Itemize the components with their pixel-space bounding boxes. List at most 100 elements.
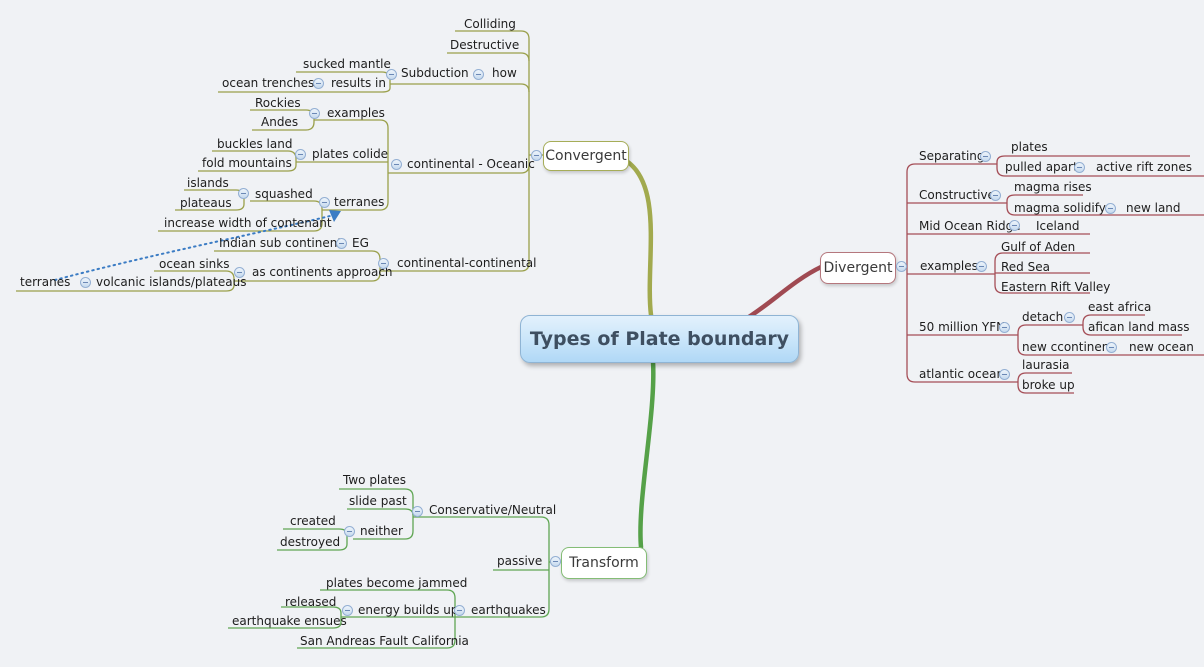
topic-indian-sub-continent[interactable]: Indian sub continent (219, 236, 343, 250)
topic-slide-past[interactable]: slide past (349, 494, 407, 508)
topic-iceland[interactable]: Iceland (1036, 219, 1080, 233)
collapse-minus-icon[interactable] (386, 69, 397, 80)
topic-gulf-of-aden[interactable]: Gulf of Aden (1001, 240, 1076, 254)
topic-plates-colide[interactable]: plates colide (312, 147, 389, 161)
topic-constructive[interactable]: Constructive (919, 188, 995, 202)
topic-active-rift-zones[interactable]: active rift zones (1096, 160, 1192, 174)
topic-subduction[interactable]: Subduction (401, 66, 469, 80)
topic-rockies[interactable]: Rockies (255, 96, 301, 110)
collapse-minus-icon[interactable] (990, 190, 1001, 201)
collapse-minus-icon[interactable] (999, 322, 1010, 333)
topic-afican-land-mass[interactable]: afican land mass (1088, 320, 1190, 334)
topic-transform[interactable]: Transform (561, 547, 647, 579)
topic-new-ccontinent[interactable]: new ccontinent (1022, 340, 1115, 354)
topic-ocean-trenches[interactable]: ocean trenches (222, 76, 315, 90)
topic-earthquake-ensues[interactable]: earthquake ensues (232, 614, 347, 628)
collapse-minus-icon[interactable] (295, 149, 306, 160)
topic-atlantic-ocean[interactable]: atlantic ocean (919, 367, 1005, 381)
collapse-minus-icon[interactable] (896, 261, 907, 272)
topic-examples-convergent[interactable]: examples (327, 106, 385, 120)
topic-colliding[interactable]: Colliding (464, 17, 516, 31)
collapse-minus-icon[interactable] (336, 238, 347, 249)
collapse-minus-icon[interactable] (1064, 312, 1075, 323)
topic-how[interactable]: how (492, 66, 517, 80)
collapse-minus-icon[interactable] (319, 197, 330, 208)
collapse-minus-icon[interactable] (980, 151, 991, 162)
topic-convergent[interactable]: Convergent (543, 141, 629, 171)
divergent-branch-lines (894, 155, 1204, 394)
topic-mid-ocean-ridge[interactable]: Mid Ocean Ridge (919, 219, 1021, 233)
topic-conservative-neutral[interactable]: Conservative/Neutral (429, 503, 557, 517)
topic-broke-up[interactable]: broke up (1022, 378, 1075, 392)
topic-eastern-rift-valley[interactable]: Eastern Rift Valley (1001, 280, 1111, 294)
topic-neither[interactable]: neither (360, 524, 403, 538)
convergent-branch-curve (622, 157, 654, 318)
collapse-minus-icon[interactable] (378, 258, 389, 269)
collapse-minus-icon[interactable] (80, 277, 91, 288)
topic-destructive[interactable]: Destructive (450, 38, 520, 52)
topic-energy-builds-up[interactable]: energy builds up (358, 603, 459, 617)
topic-passive[interactable]: passive (497, 554, 543, 568)
topic-new-land[interactable]: new land (1126, 201, 1181, 215)
topic-plates[interactable]: plates (1011, 140, 1048, 154)
topic-laurasia[interactable]: laurasia (1022, 358, 1070, 372)
topic-squashed[interactable]: squashed (255, 187, 313, 201)
collapse-minus-icon[interactable] (1074, 162, 1085, 173)
topic-sucked-mantle[interactable]: sucked mantle (303, 57, 391, 71)
collapse-minus-icon[interactable] (391, 159, 402, 170)
topic-new-ocean[interactable]: new ocean (1129, 340, 1194, 354)
collapse-minus-icon[interactable] (412, 506, 423, 517)
topic-released[interactable]: released (285, 595, 337, 609)
topic-pulled-apart[interactable]: pulled apart (1005, 160, 1078, 174)
topic-red-sea[interactable]: Red Sea (1001, 260, 1050, 274)
transform-branch-lines (228, 488, 561, 649)
collapse-minus-icon[interactable] (1106, 342, 1117, 353)
topic-terranes-floating[interactable]: terranes (20, 275, 71, 289)
topic-increase-width[interactable]: increase width of contenant (164, 216, 332, 230)
collapse-minus-icon[interactable] (344, 526, 355, 537)
collapse-minus-icon[interactable] (238, 188, 249, 199)
collapse-minus-icon[interactable] (342, 605, 353, 616)
topic-divergent[interactable]: Divergent (820, 252, 896, 284)
topic-created[interactable]: created (290, 514, 336, 528)
divergent-branch-curve (738, 264, 824, 325)
topic-volcanic-islands-plateaus[interactable]: volcanic islands/plateaus (96, 275, 247, 289)
collapse-minus-icon[interactable] (550, 556, 561, 567)
topic-east-africa[interactable]: east africa (1088, 300, 1152, 314)
topic-destroyed[interactable]: destroyed (280, 535, 341, 549)
collapse-minus-icon[interactable] (234, 267, 245, 278)
topic-fold-mountains[interactable]: fold mountains (202, 156, 292, 170)
collapse-minus-icon[interactable] (313, 78, 324, 89)
topic-terranes[interactable]: terranes (334, 195, 385, 209)
topic-50-million-yfn[interactable]: 50 million YFN (919, 320, 1006, 334)
topic-two-plates[interactable]: Two plates (343, 473, 406, 487)
topic-earthquakes[interactable]: earthquakes (471, 603, 546, 617)
topic-detach[interactable]: detach (1022, 310, 1064, 324)
collapse-minus-icon[interactable] (531, 150, 542, 161)
topic-continental-continental[interactable]: continental-continental (397, 256, 537, 270)
collapse-minus-icon[interactable] (454, 605, 465, 616)
topic-buckles-land[interactable]: buckles land (217, 137, 293, 151)
topic-ocean-sinks[interactable]: ocean sinks (159, 257, 230, 271)
topic-islands[interactable]: islands (187, 176, 229, 190)
collapse-minus-icon[interactable] (1009, 220, 1020, 231)
topic-examples-divergent[interactable]: examples (920, 259, 978, 273)
collapse-minus-icon[interactable] (976, 261, 987, 272)
topic-magma-rises[interactable]: magma rises (1014, 180, 1092, 194)
collapse-minus-icon[interactable] (1105, 203, 1116, 214)
collapse-minus-icon[interactable] (473, 69, 484, 80)
relationship-arrow[interactable] (54, 210, 341, 281)
topic-continental-oceanic[interactable]: continental - Oceanic (407, 157, 535, 171)
topic-san-andreas-fault-california[interactable]: San Andreas Fault California (300, 634, 469, 648)
topic-plateaus[interactable]: plateaus (180, 196, 232, 210)
topic-separating[interactable]: Separating (919, 149, 985, 163)
topic-results-in[interactable]: results in (331, 76, 386, 90)
topic-plates-become-jammed[interactable]: plates become jammed (326, 576, 468, 590)
collapse-minus-icon[interactable] (309, 108, 320, 119)
topic-as-continents-approach[interactable]: as continents approach (252, 265, 393, 279)
central-topic[interactable]: Types of Plate boundary (520, 315, 799, 363)
collapse-minus-icon[interactable] (999, 369, 1010, 380)
topic-eg[interactable]: EG (352, 236, 369, 250)
topic-andes[interactable]: Andes (261, 115, 299, 129)
topic-magma-solidifys[interactable]: magma solidifys (1014, 201, 1113, 215)
